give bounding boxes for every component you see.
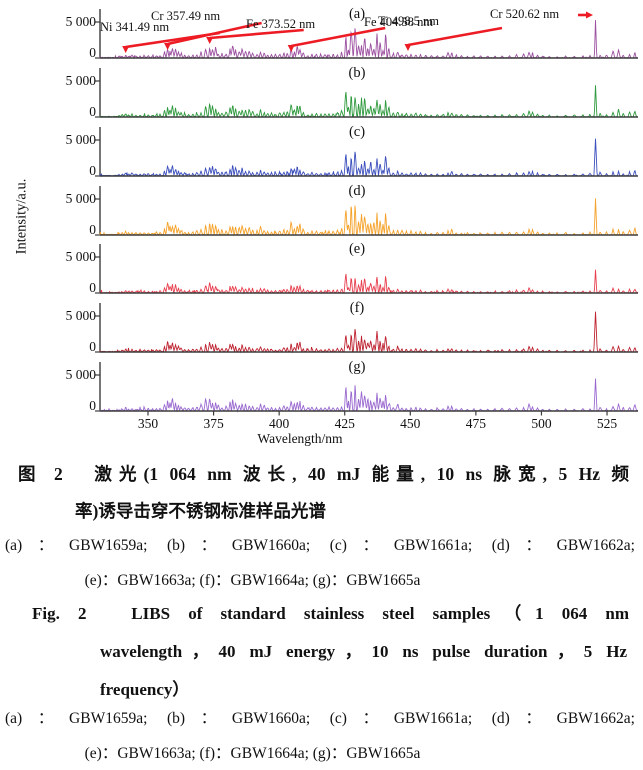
spectrum-trace (99, 311, 639, 354)
annotation-arrow-down (407, 26, 503, 47)
x-tick-label: 400 (269, 416, 290, 431)
annotation-label-fe-404.58: Fe 404.58 nm (364, 15, 434, 29)
spectrum-panel-a (95, 9, 639, 60)
spectrum-panel-b (95, 67, 639, 119)
caption-en-line1: Fig. 2 LIBS of standard stainless steel … (32, 604, 629, 623)
sample-list-bottom-line1: (a)：GBW1659a; (b)：GBW1660a; (c)：GBW1661a… (5, 710, 635, 727)
annotation-arrowhead (206, 37, 214, 44)
caption-cn-line1: 图 2 激光(1 064 nm 波长, 40 mJ 能量, 10 ns 脉宽, … (18, 464, 629, 484)
spectrum-trace (99, 197, 639, 236)
x-tick-label: 450 (400, 416, 421, 431)
annotation-arrow-down (167, 21, 262, 46)
annotation-arrow-down (209, 28, 304, 40)
y-tick-label-5000: 5 000 (65, 72, 96, 88)
spectrum-panel-e (95, 244, 639, 295)
spectrum-panel-c (95, 126, 638, 178)
x-tick-label: 500 (531, 416, 552, 431)
y-tick-label-5000: 5 000 (65, 308, 96, 324)
y-tick-label-0: 0 (89, 221, 96, 237)
sample-list-line1: (a)：GBW1659a; (b)：GBW1660a; (c)：GBW1661a… (5, 537, 635, 554)
annotation-arrowhead (404, 44, 412, 51)
y-tick-label-0: 0 (89, 398, 96, 413)
y-tick-label-5000: 5 000 (65, 367, 96, 382)
panel-letter-label: (g) (348, 359, 366, 375)
panel-letter-label: (d) (348, 182, 366, 199)
y-tick-label-5000: 5 000 (65, 14, 96, 29)
y-tick-label-5000: 5 000 (65, 249, 96, 265)
y-tick-label-0: 0 (89, 339, 96, 355)
x-tick-label: 350 (137, 416, 159, 431)
y-tick-label-0: 0 (89, 45, 96, 60)
spectrum-trace (99, 85, 639, 119)
caption-en-line3: frequency） (100, 680, 190, 699)
panel-letter-label: (a) (348, 6, 366, 22)
y-tick-label-5000: 5 000 (65, 190, 96, 206)
panel-letter-label: (c) (348, 123, 366, 140)
annotation-arrows-layer (122, 11, 593, 53)
annotation-arrow-down (290, 26, 386, 48)
spectrum-panel-g (95, 362, 639, 416)
x-tick-label: 525 (596, 416, 618, 431)
annotation-label-cr-357.49: Cr 357.49 nm (151, 9, 221, 23)
panel-letter-label: (b) (348, 64, 366, 81)
annotation-label-fe-373.52: Fe 373.52 nm (246, 17, 316, 31)
spectrum-trace (99, 138, 638, 178)
x-tick-label: 425 (334, 416, 355, 431)
spectrum-trace (99, 269, 639, 295)
sample-list-bottom-line2: (e)：GBW1663a; (f)：GBW1664a; (g)：GBW1665a (84, 745, 421, 762)
sample-list-line2: (e)：GBW1663a; (f)：GBW1664a; (g)：GBW1665a (84, 572, 421, 589)
annotation-label-ti-498.5: Ti 498.5 nm (378, 14, 440, 28)
spectrum-panel-f (95, 303, 639, 354)
spectrum-trace (99, 378, 639, 413)
annotation-arrowhead (122, 46, 130, 53)
x-axis-title: Wavelength/nm (257, 431, 343, 446)
x-tick-label: 375 (203, 416, 224, 431)
spectrum-panel-d (95, 185, 639, 236)
caption-cn-line2: 率)诱导击穿不锈钢标准样品光谱 (75, 501, 326, 521)
y-tick-label-0: 0 (89, 280, 96, 296)
annotation-label-cr-520.62: Cr 520.62 nm (490, 7, 560, 21)
panel-letter-label: (e) (348, 241, 366, 258)
panel-letter-label: (f) (349, 300, 365, 317)
annotation-arrowhead (164, 43, 172, 50)
annotation-label-ni-341.49: Ni 341.49 nm (100, 20, 170, 34)
x-tick-label: 475 (465, 416, 486, 431)
y-tick-label-0: 0 (89, 103, 96, 119)
caption-en-line2: wavelength，40 mJ energy，10 ns pulse dura… (100, 642, 627, 661)
y-tick-label-5000: 5 000 (65, 131, 96, 147)
y-tick-label-0: 0 (89, 162, 96, 178)
annotation-arrowhead (287, 45, 295, 52)
annotation-arrowhead (586, 11, 593, 19)
